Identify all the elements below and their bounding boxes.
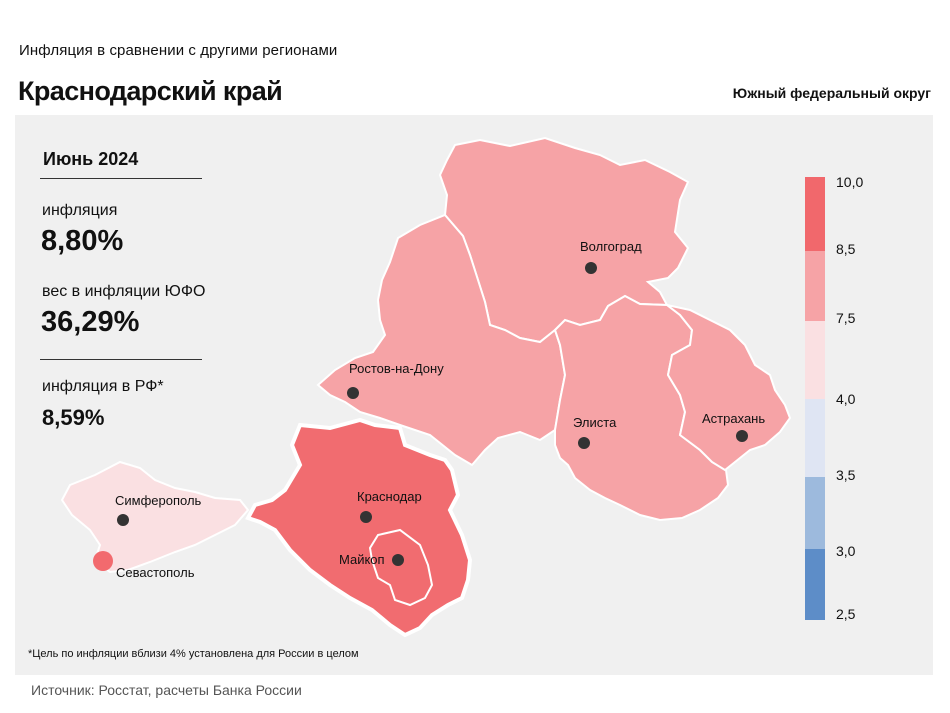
legend-tick: 10,0 (836, 174, 864, 190)
chart-subtitle: Инфляция в сравнении с другими регионами (19, 42, 338, 59)
city-label-astrakhan: Астрахань (702, 411, 765, 426)
legend-tick: 8,5 (836, 241, 856, 257)
weight-value: 36,29% (41, 306, 140, 338)
legend-tick: 3,0 (836, 543, 856, 559)
krasnodar-dot (360, 511, 372, 523)
legend-segment-2 (805, 251, 825, 321)
legend-tick: 2,5 (836, 606, 856, 622)
legend-segment-5 (805, 477, 825, 549)
city-label-volgograd: Волгоград (580, 239, 642, 254)
astrakhan-dot (736, 430, 748, 442)
legend-segment-1 (805, 177, 825, 251)
region-crimea (60, 460, 250, 574)
city-label-maykop: Майкоп (339, 552, 385, 567)
volgograd-dot (585, 262, 597, 274)
source-note: Источник: Росстат, расчеты Банка России (31, 682, 302, 698)
rf-inflation-label: инфляция в РФ* (42, 378, 164, 395)
region-adygea (368, 528, 434, 607)
inflation-value: 8,80% (41, 225, 124, 257)
district-label: Южный федеральный округ (732, 85, 931, 101)
weight-label: вес в инфляции ЮФО (42, 283, 206, 300)
maykop-dot (392, 554, 404, 566)
region-astrakhan (666, 304, 792, 472)
sevastopol-marker (93, 551, 113, 571)
legend-tick: 3,5 (836, 467, 856, 483)
rostov-dot (347, 387, 359, 399)
inflation-label: инфляция (42, 202, 118, 219)
city-label-krasnodar: Краснодар (357, 489, 422, 504)
city-label-elista: Элиста (573, 415, 617, 430)
region-rostov (316, 213, 567, 467)
legend-tick: 7,5 (836, 310, 856, 326)
simferopol-dot (117, 514, 129, 526)
city-label-simferopol: Симферополь (115, 493, 202, 508)
legend-segment-3 (805, 321, 825, 399)
legend-tick: 4,0 (836, 391, 856, 407)
city-label-rostov: Ростов-на-Дону (349, 361, 444, 376)
footnote: *Цель по инфляции вблизи 4% установлена … (28, 648, 359, 660)
rf-inflation-value: 8,59% (42, 405, 105, 430)
page-title: Краснодарский край (18, 76, 283, 106)
city-label-sevastopol: Севастополь (116, 565, 195, 580)
region-krasnodar (245, 417, 473, 638)
legend-segment-6 (805, 549, 825, 620)
period-label: Июнь 2024 (43, 149, 139, 169)
legend-segment-4 (805, 399, 825, 477)
divider-top (40, 178, 202, 179)
divider-bottom (40, 359, 202, 360)
elista-dot (578, 437, 590, 449)
